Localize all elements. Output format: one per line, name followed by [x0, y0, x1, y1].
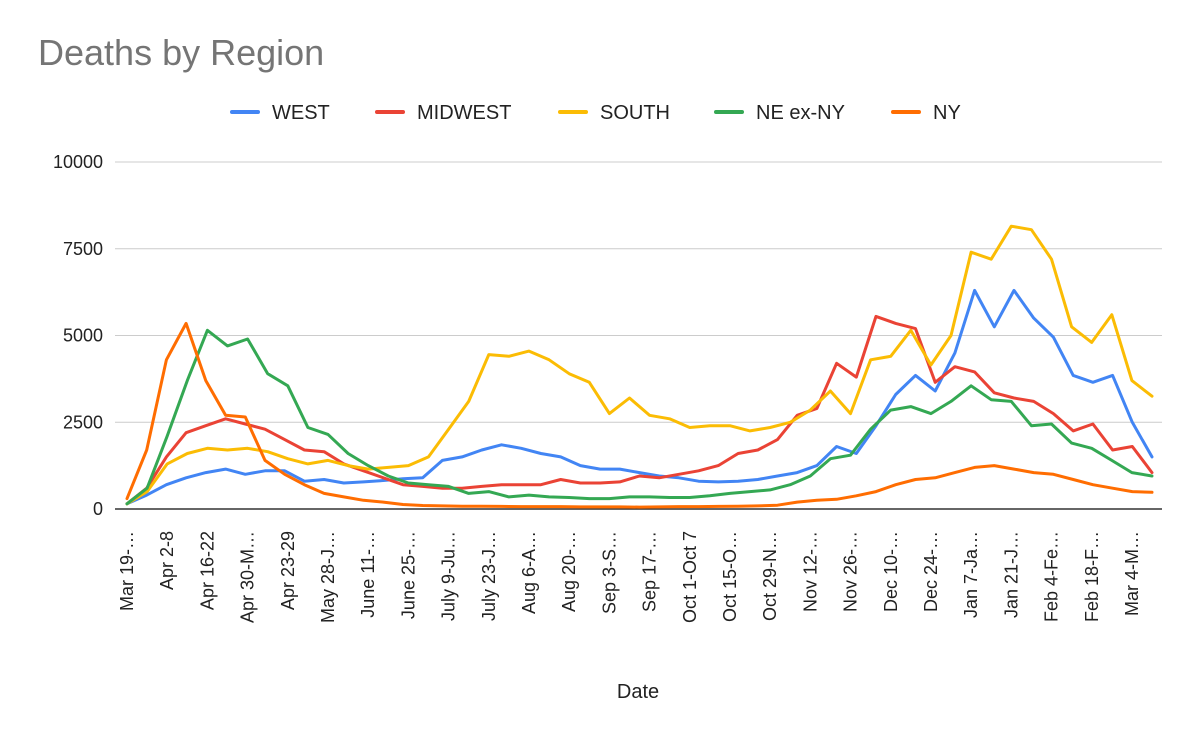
x-tick-label: Feb 4-Fe… [1042, 531, 1062, 622]
x-tick-label: Nov 26-… [841, 531, 861, 612]
x-tick-label: Apr 2-8 [157, 531, 177, 590]
x-tick-label: Oct 15-O… [720, 531, 740, 622]
x-tick-label: Feb 18-F… [1082, 531, 1102, 622]
y-tick-label: 10000 [53, 152, 103, 172]
y-tick-label: 7500 [63, 239, 103, 259]
grid-lines [115, 161, 1162, 510]
series-line-ne-ex-ny [125, 328, 1154, 506]
x-tick-label: July 9-Ju… [439, 531, 459, 621]
x-tick-label: Oct 29-N… [760, 531, 780, 621]
x-tick-label: Apr 16-22 [197, 531, 217, 610]
y-axis-tick-labels: 0 2500 5000 7500 10000 [53, 152, 103, 519]
x-tick-label: Apr 30-M… [238, 531, 258, 623]
y-tick-label: 0 [93, 499, 103, 519]
legend-label: NE ex-NY [756, 102, 845, 124]
x-tick-label: Sep 17-… [640, 531, 660, 612]
series-line-midwest [125, 314, 1154, 506]
x-tick-label: Aug 6-A… [519, 531, 539, 614]
series-line-ny [125, 321, 1154, 509]
series-line-south [125, 224, 1154, 506]
legend-label: MIDWEST [417, 102, 511, 124]
x-tick-label: Oct 1-Oct 7 [680, 531, 700, 623]
chart-title: Deaths by Region [38, 32, 325, 73]
series-line-west [125, 288, 1154, 506]
x-tick-label: Apr 23-29 [278, 531, 298, 610]
x-axis-title: Date [617, 681, 659, 703]
legend-label: SOUTH [600, 102, 670, 124]
x-tick-label: Dec 10-… [881, 531, 901, 612]
x-tick-label: Mar 4-M… [1122, 531, 1142, 616]
x-tick-label: July 23-J… [479, 531, 499, 621]
y-tick-label: 2500 [63, 412, 103, 432]
y-tick-label: 5000 [63, 326, 103, 346]
x-axis-tick-labels: Mar 19-… Apr 2-8 Apr 16-22 Apr 30-M… Apr 23-… [117, 531, 1142, 623]
x-tick-label: Dec 24-… [921, 531, 941, 612]
x-tick-label: Nov 12-… [800, 531, 820, 612]
x-tick-label: June 11-… [358, 531, 378, 618]
x-tick-label: Sep 3-S… [599, 531, 619, 614]
legend-label: NY [933, 102, 961, 124]
x-tick-label: Jan 7-Ja… [961, 531, 981, 618]
series-lines [125, 224, 1154, 509]
legend: WEST MIDWEST SOUTH NE ex-NY NY [230, 102, 961, 124]
legend-label: WEST [272, 102, 330, 124]
x-tick-label: Mar 19-… [117, 531, 137, 611]
x-tick-label: Jan 21-J… [1001, 531, 1021, 618]
x-tick-label: May 28-J… [318, 531, 338, 623]
x-tick-label: June 25-… [398, 531, 418, 619]
x-tick-label: Aug 20-… [559, 531, 579, 612]
